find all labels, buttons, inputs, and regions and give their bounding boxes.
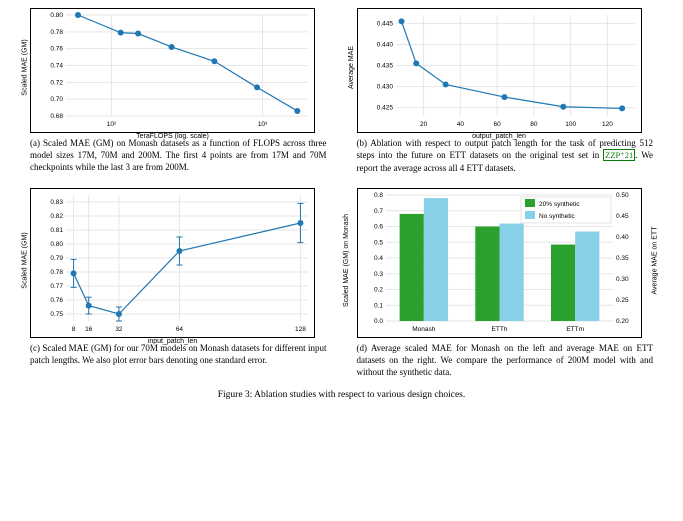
svg-text:0.7: 0.7 [373,208,382,215]
svg-text:0.435: 0.435 [376,63,393,70]
svg-text:0.83: 0.83 [50,199,63,206]
svg-text:0.50: 0.50 [616,192,629,199]
chart-d-ylabel-left: Scaled MAE (GM) on Monash [342,214,349,307]
svg-text:0.8: 0.8 [373,192,382,199]
chart-a-svg: 0.68 0.70 0.72 0.74 0.76 0.78 0.80 10² 10³ [31,9,316,134]
svg-text:ETTh: ETTh [491,326,507,333]
svg-text:No synthetic: No synthetic [539,213,576,220]
svg-text:0.77: 0.77 [50,283,63,290]
svg-text:0.45: 0.45 [616,213,629,220]
svg-text:64: 64 [176,326,184,333]
chart-c: Scaled MAE (GM) 0.750.760.770.780.790.80… [30,188,315,338]
caption-b-citation: ZZP⁺21 [603,149,635,161]
svg-text:80: 80 [530,121,538,128]
svg-text:16: 16 [85,326,93,333]
svg-text:10³: 10³ [258,121,268,128]
svg-text:32: 32 [115,326,123,333]
svg-text:0.76: 0.76 [50,297,63,304]
svg-text:0.5: 0.5 [373,239,382,246]
svg-text:8: 8 [72,326,76,333]
chart-a-ylabel: Scaled MAE (GM) [22,39,29,95]
svg-text:0.74: 0.74 [50,63,63,70]
svg-text:40: 40 [456,121,464,128]
svg-text:0.440: 0.440 [376,41,393,48]
panel-d: Scaled MAE (GM) on Monash Average MAE on… [357,188,654,378]
svg-text:0.3: 0.3 [373,271,382,278]
caption-a: (a) Scaled MAE (GM) on Monash datasets a… [30,137,327,173]
svg-text:120: 120 [601,121,612,128]
panel-b: Average MAE 0.4250.4300.4350.4400.445204… [357,8,654,174]
caption-c: (c) Scaled MAE (GM) for our 70M models o… [30,342,327,366]
chart-d: Scaled MAE (GM) on Monash Average MAE on… [357,188,642,338]
caption-b: (b) Ablation with respect to output patc… [357,137,654,174]
svg-text:0.2: 0.2 [373,286,382,293]
svg-text:0.81: 0.81 [50,227,63,234]
svg-text:Monash: Monash [412,326,436,333]
svg-text:0.80: 0.80 [50,241,63,248]
chart-d-svg: 0.0 0.1 0.2 0.3 0.4 0.5 0.6 0.7 0.8 0.20 0.25 0.30 0… [358,189,643,339]
svg-text:128: 128 [295,326,306,333]
svg-text:0.430: 0.430 [376,84,393,91]
svg-text:0.82: 0.82 [50,213,63,220]
svg-text:0.30: 0.30 [616,276,629,283]
svg-text:ETTm: ETTm [566,326,584,333]
svg-text:0.0: 0.0 [373,318,382,325]
svg-text:0.76: 0.76 [50,46,63,53]
svg-text:0.425: 0.425 [376,105,393,112]
svg-text:0.70: 0.70 [50,96,63,103]
caption-d: (d) Average scaled MAE for Monash on the… [357,342,654,378]
svg-text:0.72: 0.72 [50,79,63,86]
chart-c-xlabel: input_patch_len [31,338,314,345]
svg-text:0.79: 0.79 [50,255,63,262]
svg-text:0.25: 0.25 [616,297,629,304]
svg-text:10²: 10² [107,121,117,128]
chart-b-svg: 0.425 0.430 0.435 0.440 0.445 20 40 60 80 100 120 [358,9,643,134]
chart-c-svg: 0.75 0.76 0.77 0.78 0.79 0.80 0.81 0.82 0.83 8 16 3… [31,189,316,339]
svg-text:0.6: 0.6 [373,223,382,230]
figure-caption: Figure 3: Ablation studies with respect … [30,390,653,400]
chart-c-ylabel: Scaled MAE (GM) [22,232,29,288]
chart-a-xlabel: TeraFLOPS (log. scale) [31,133,314,140]
chart-b-xlabel: output_patch_len [358,133,641,140]
chart-b: Average MAE 0.4250.4300.4350.4400.445204… [357,8,642,133]
svg-text:0.1: 0.1 [373,302,382,309]
svg-text:20% synthetic: 20% synthetic [539,201,580,208]
svg-text:100: 100 [565,121,576,128]
svg-text:0.78: 0.78 [50,269,63,276]
panel-c: Scaled MAE (GM) 0.750.760.770.780.790.80… [30,188,327,378]
svg-text:0.68: 0.68 [50,113,63,120]
svg-text:0.445: 0.445 [376,20,393,27]
svg-text:0.75: 0.75 [50,311,63,318]
svg-text:0.4: 0.4 [373,255,382,262]
svg-text:0.80: 0.80 [50,12,63,19]
chart-b-ylabel: Average MAE [348,46,355,89]
panel-a: Scaled MAE (GM) 0.680.700.720.740.760.78… [30,8,327,174]
svg-text:0.40: 0.40 [616,234,629,241]
svg-text:0.78: 0.78 [50,29,63,36]
svg-text:20: 20 [419,121,427,128]
chart-d-ylabel-right: Average MAE on ETT [651,226,658,294]
svg-text:0.35: 0.35 [616,255,629,262]
svg-text:0.20: 0.20 [616,318,629,325]
svg-text:60: 60 [493,121,501,128]
chart-a: Scaled MAE (GM) 0.680.700.720.740.760.78… [30,8,315,133]
